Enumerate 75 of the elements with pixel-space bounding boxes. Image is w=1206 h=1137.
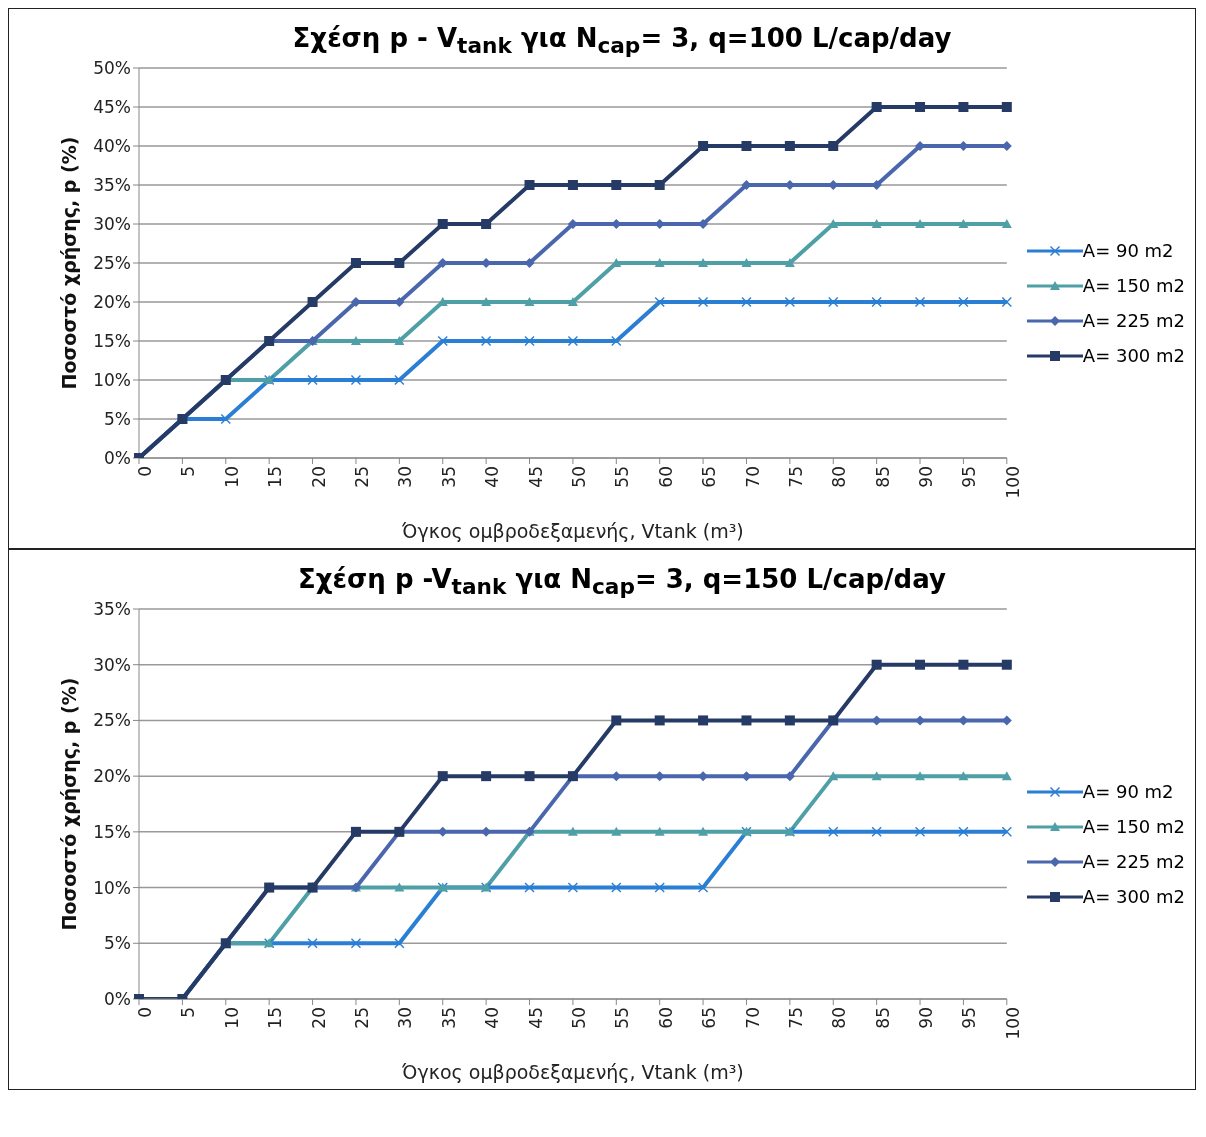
y-tick-label: 10% [93, 877, 131, 898]
legend-label: A= 150 m2 [1082, 816, 1185, 838]
x-tick-label: 85 [872, 466, 893, 488]
y-tick-label: 25% [93, 253, 131, 274]
y-tick-label: 25% [93, 710, 131, 731]
x-tick-label: 30 [395, 466, 416, 488]
y-tick-label: 30% [93, 214, 131, 235]
x-tick-label: 90 [916, 466, 937, 488]
x-tick-label: 50 [568, 466, 589, 488]
x-tick-label: 45 [525, 1007, 546, 1030]
chart-title: Σχέση p -V$_{tank}$ για N$_{cap}$= 3, q=150 L/cap/day [297, 563, 947, 600]
x-tick-label: 5 [178, 1007, 199, 1019]
y-tick-label: 40% [93, 136, 131, 157]
x-tick-label: 10 [221, 466, 242, 488]
x-tick-label: 35 [438, 1007, 459, 1030]
y-tick-label: 0% [104, 448, 131, 469]
x-axis-title: Όγκος ομβροδεξαμενής, Vtank (m³) [401, 1061, 744, 1084]
x-tick-label: 100 [1002, 1007, 1023, 1040]
y-axis-title: Ποσοστό χρήσης, p (%) [57, 136, 80, 390]
x-tick-label: 80 [829, 1007, 850, 1030]
x-tick-label: 5 [178, 466, 199, 478]
x-tick-label: 0 [135, 466, 156, 478]
x-tick-label: 30 [395, 1007, 416, 1030]
x-tick-label: 85 [872, 1007, 893, 1030]
y-tick-label: 10% [93, 370, 131, 391]
y-tick-label: 20% [93, 292, 131, 313]
x-tick-label: 95 [959, 466, 980, 488]
x-tick-label: 40 [482, 466, 503, 488]
y-tick-label: 15% [93, 331, 131, 352]
x-tick-label: 95 [959, 1007, 980, 1030]
x-tick-label: 70 [742, 1007, 763, 1030]
y-tick-label: 20% [93, 766, 131, 787]
x-tick-label: 10 [221, 1007, 242, 1030]
x-tick-label: 55 [612, 1007, 633, 1030]
chart-title: Σχέση p - V$_{tank}$ για N$_{cap}$= 3, q=100 L/cap/day [291, 22, 953, 59]
x-tick-label: 45 [525, 466, 546, 488]
legend-label: A= 225 m2 [1082, 851, 1185, 873]
x-tick-label: 90 [916, 1007, 937, 1030]
legend-label: A= 300 m2 [1082, 345, 1185, 367]
x-tick-label: 0 [135, 1007, 156, 1019]
x-tick-label: 100 [1002, 466, 1023, 499]
y-tick-label: 15% [93, 822, 131, 843]
legend-label: A= 150 m2 [1082, 275, 1185, 297]
y-tick-label: 45% [93, 97, 131, 118]
x-tick-label: 25 [352, 466, 373, 488]
y-tick-label: 0% [104, 989, 131, 1010]
x-tick-label: 15 [265, 1007, 286, 1030]
x-tick-label: 60 [655, 466, 676, 488]
x-tick-label: 65 [699, 466, 720, 488]
x-tick-label: 40 [482, 1007, 503, 1030]
y-tick-label: 30% [93, 655, 131, 676]
x-tick-label: 75 [785, 1007, 806, 1030]
legend-label: A= 90 m2 [1082, 781, 1174, 803]
y-tick-label: 50% [93, 58, 131, 79]
x-tick-label: 15 [265, 466, 286, 488]
y-tick-label: 5% [104, 933, 131, 954]
x-tick-label: 65 [699, 1007, 720, 1030]
x-tick-label: 25 [352, 1007, 373, 1030]
y-tick-label: 5% [104, 409, 131, 430]
x-tick-label: 70 [742, 466, 763, 488]
x-tick-label: 80 [829, 466, 850, 488]
x-tick-label: 20 [308, 1007, 329, 1030]
y-axis-title: Ποσοστό χρήσης, p (%) [57, 677, 80, 931]
legend-label: A= 225 m2 [1082, 310, 1185, 332]
x-tick-label: 50 [568, 1007, 589, 1030]
x-axis-title: Όγκος ομβροδεξαμενής, Vtank (m³) [401, 520, 744, 543]
x-tick-label: 35 [438, 466, 459, 488]
y-tick-label: 35% [93, 175, 131, 196]
x-tick-label: 75 [785, 466, 806, 488]
y-tick-label: 35% [93, 599, 131, 620]
legend-label: A= 90 m2 [1082, 240, 1174, 262]
x-tick-label: 20 [308, 466, 329, 488]
legend-label: A= 300 m2 [1082, 886, 1185, 908]
x-tick-label: 60 [655, 1007, 676, 1030]
x-tick-label: 55 [612, 466, 633, 488]
